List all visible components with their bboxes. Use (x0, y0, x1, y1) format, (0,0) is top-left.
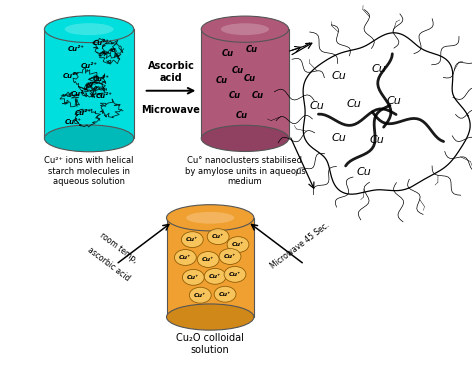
Polygon shape (303, 33, 470, 194)
Text: Cu: Cu (372, 64, 386, 74)
Text: room temp,: room temp, (99, 231, 139, 265)
Polygon shape (166, 218, 254, 317)
Text: Microwave 45 Sec.: Microwave 45 Sec. (268, 220, 331, 271)
Text: Cu: Cu (216, 76, 228, 85)
Ellipse shape (197, 251, 219, 267)
Ellipse shape (189, 287, 211, 303)
Text: Cu²⁺: Cu²⁺ (95, 93, 112, 99)
Text: Cu⁺: Cu⁺ (186, 237, 199, 242)
Text: Cu⁺: Cu⁺ (219, 292, 231, 297)
Text: Cu⁺: Cu⁺ (187, 275, 200, 280)
Ellipse shape (214, 286, 236, 302)
Ellipse shape (45, 16, 134, 43)
Ellipse shape (204, 268, 226, 284)
Text: Cu²⁺: Cu²⁺ (65, 119, 82, 125)
Text: Cu²⁺: Cu²⁺ (92, 40, 109, 46)
Text: Cu²⁺: Cu²⁺ (74, 110, 91, 116)
Text: Cu₂O colloidal
solution: Cu₂O colloidal solution (176, 333, 244, 355)
Text: Cu: Cu (356, 167, 372, 177)
Polygon shape (201, 29, 289, 138)
Text: Cu: Cu (232, 67, 244, 75)
Ellipse shape (221, 23, 269, 35)
Text: Cu²⁺: Cu²⁺ (68, 46, 85, 52)
Text: Cu: Cu (246, 45, 258, 54)
Text: Cu: Cu (370, 135, 384, 146)
Polygon shape (45, 29, 134, 138)
Text: Cu²⁺: Cu²⁺ (81, 63, 98, 69)
Text: Cu²⁺: Cu²⁺ (92, 76, 109, 82)
Text: Cu: Cu (332, 71, 346, 81)
Ellipse shape (224, 266, 246, 282)
Text: Ascorbic: Ascorbic (147, 61, 194, 71)
Text: Cu: Cu (252, 91, 264, 100)
Text: Cu: Cu (310, 101, 325, 111)
Text: Cu²⁺: Cu²⁺ (63, 73, 80, 79)
Ellipse shape (227, 237, 249, 253)
Ellipse shape (64, 23, 114, 35)
Ellipse shape (166, 204, 254, 231)
Text: ascorbic acid: ascorbic acid (86, 246, 132, 283)
Text: Cu⁺: Cu⁺ (229, 272, 241, 277)
Text: Cu²⁺ ions with helical
starch molecules in
aqueous solution: Cu²⁺ ions with helical starch molecules … (45, 156, 134, 186)
Ellipse shape (219, 249, 241, 265)
Text: Microwave: Microwave (142, 105, 201, 115)
Ellipse shape (182, 232, 203, 248)
Ellipse shape (201, 125, 289, 152)
Ellipse shape (186, 212, 234, 224)
Text: Cu⁺: Cu⁺ (212, 234, 224, 239)
Ellipse shape (45, 125, 134, 152)
Text: Cu: Cu (332, 133, 346, 143)
Text: Cu⁺: Cu⁺ (209, 274, 221, 279)
Text: Cu: Cu (347, 99, 362, 108)
Text: Cu²⁺: Cu²⁺ (71, 91, 88, 97)
Text: Cu° nanoclusters stabilised
by amylose units in aqueous
medium: Cu° nanoclusters stabilised by amylose u… (184, 156, 305, 186)
Text: Cu: Cu (222, 48, 234, 57)
Text: Cu: Cu (386, 96, 401, 106)
Text: Cu⁺: Cu⁺ (194, 293, 207, 298)
Text: Cu⁺: Cu⁺ (232, 242, 244, 247)
Ellipse shape (182, 270, 204, 285)
Ellipse shape (207, 229, 229, 245)
Text: Cu: Cu (236, 111, 248, 120)
Text: Cu: Cu (244, 74, 256, 83)
Text: Cu: Cu (229, 91, 241, 100)
Text: Cu⁺: Cu⁺ (202, 257, 214, 262)
Text: Cu⁺: Cu⁺ (224, 254, 236, 259)
Ellipse shape (201, 16, 289, 42)
Ellipse shape (166, 304, 254, 330)
Text: acid: acid (160, 73, 182, 83)
Text: Cu⁺: Cu⁺ (179, 255, 191, 260)
Ellipse shape (174, 249, 196, 265)
